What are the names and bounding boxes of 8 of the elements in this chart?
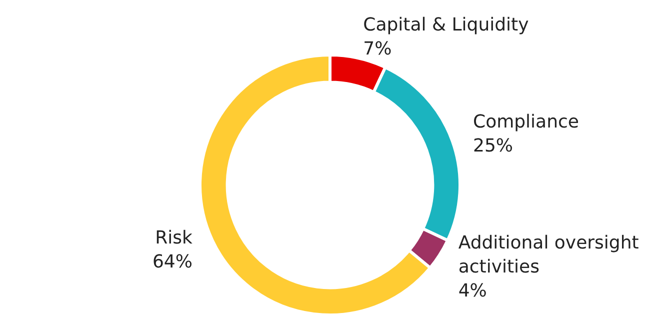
data-label: 25% [473, 136, 514, 157]
data-label: 7% [363, 38, 392, 60]
data-label: 64% [152, 252, 192, 273]
slice-label: Additional oversight activities [458, 232, 639, 278]
slice-label: Capital & Liquidity [363, 14, 530, 36]
slice-label: Risk [155, 228, 194, 249]
data-label: 4% [458, 280, 487, 302]
slice-label: Compliance [473, 112, 579, 133]
